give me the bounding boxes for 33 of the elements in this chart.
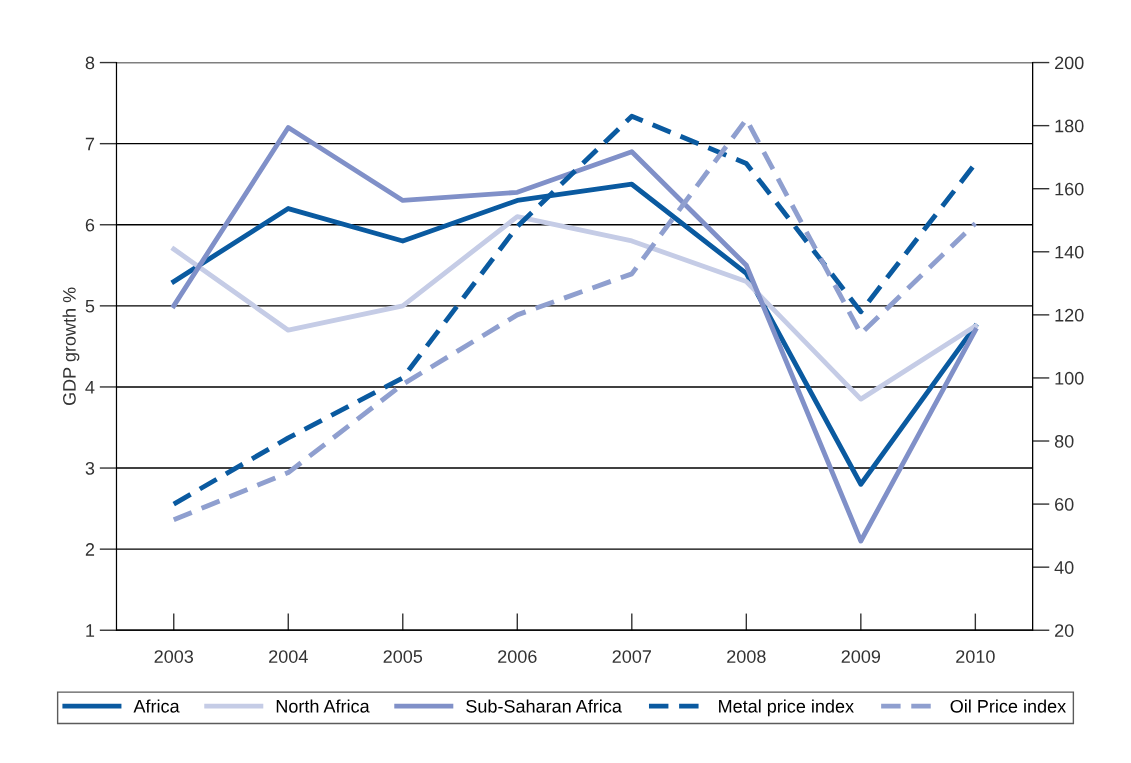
x-tick-label: 2005	[383, 650, 423, 663]
y-axis-title: GDP growth %	[62, 287, 80, 406]
y2-tick-label: 200	[1055, 56, 1084, 70]
x-tick-label: 2010	[956, 650, 995, 663]
x-tick-label: 2008	[727, 650, 766, 663]
y2-tick-label: 160	[1055, 182, 1084, 196]
x-tick-label: 2007	[612, 650, 651, 663]
y2-tick-label: 140	[1055, 245, 1084, 259]
y2-tick-label: 80	[1054, 434, 1074, 448]
x-tick-label: 2003	[154, 650, 194, 663]
y-tick-label: 6	[85, 218, 95, 232]
y-tick-label: 8	[85, 56, 95, 70]
y2-tick-label: 60	[1055, 498, 1074, 511]
legend-label: Oil Price index	[950, 699, 1066, 713]
y2-tick-label: 40	[1054, 561, 1074, 574]
x-tick-label: 2006	[498, 650, 537, 663]
y-tick-label: 7	[85, 137, 95, 151]
y2-tick-label: 120	[1055, 308, 1084, 322]
legend-label: North Africa	[276, 699, 370, 713]
y2-tick-label: 100	[1055, 371, 1084, 385]
y2-tick-label: 20	[1055, 624, 1074, 637]
y-tick-label: 1	[86, 624, 95, 637]
y-tick-label: 3	[85, 461, 95, 475]
y2-tick-label: 180	[1055, 119, 1084, 133]
legend-label: Sub-Saharan Africa	[466, 699, 622, 713]
line-series	[171, 214, 978, 402]
x-tick-label: 2009	[841, 650, 881, 663]
y-tick-label: 2	[85, 543, 95, 556]
legend-label: Africa	[133, 699, 180, 713]
x-tick-label: 2004	[269, 650, 308, 663]
y-tick-label: 4	[85, 381, 95, 394]
y-tick-label: 5	[85, 299, 95, 313]
legend-label: Metal price index	[719, 699, 854, 717]
